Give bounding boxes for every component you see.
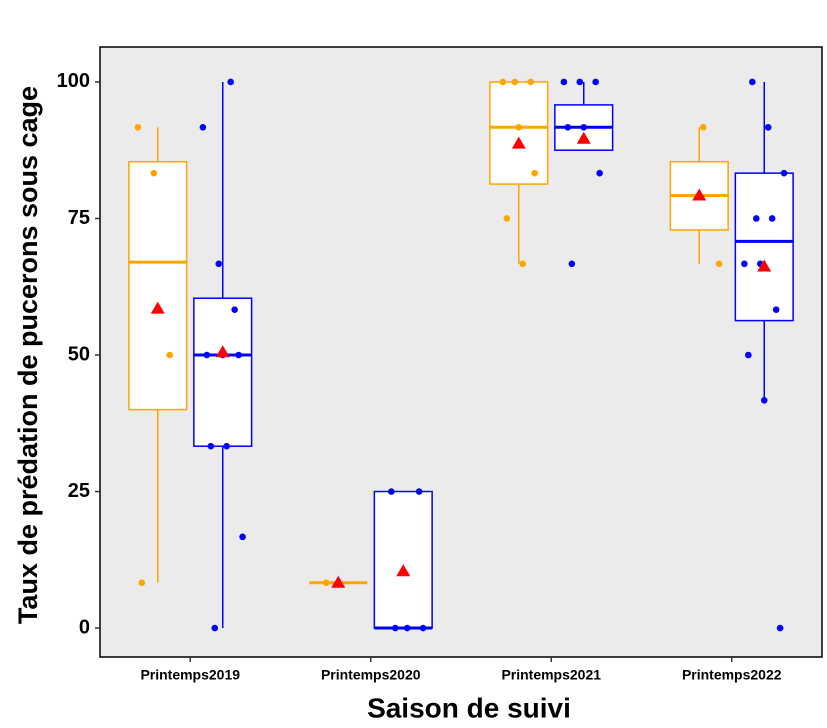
data-point [138,579,146,587]
data-point [388,488,395,495]
y-tick-label: 50 [68,343,90,365]
data-point [415,488,423,495]
data-point [745,351,752,359]
box [734,172,794,322]
mean-marker [331,575,346,588]
mean-marker [757,259,772,272]
data-point [403,624,411,632]
data-point [207,442,215,450]
box [128,160,188,411]
data-point [749,78,756,86]
data-point [580,123,588,131]
data-point [419,624,427,632]
data-point [511,78,519,86]
data-point [568,260,576,268]
data-point [596,169,603,177]
y-tick-label: 0 [79,616,90,638]
data-point [760,397,768,404]
data-point [231,306,238,313]
data-point [768,215,776,222]
y-axis-title: Taux de prédation de pucerons sous cage [13,86,43,624]
data-point [576,78,584,86]
x-tick-label: Printemps2022 [682,667,782,683]
x-tick-label: Printemps2021 [501,667,601,683]
y-tick-label: 100 [57,70,90,92]
box [193,297,253,447]
data-point [323,579,330,587]
mean-marker [396,564,411,577]
data-point [560,78,568,86]
data-point [776,624,784,632]
data-point [199,123,207,131]
mean-marker [511,136,526,149]
data-point [592,78,599,86]
box [373,490,433,629]
data-point [752,215,760,222]
box [489,81,549,185]
y-tick-label: 25 [68,480,90,502]
mean-marker [215,345,230,358]
data-point [531,169,538,177]
data-point [239,533,246,541]
mean-marker [692,188,707,201]
data-point [166,351,173,359]
y-tick-label: 75 [68,207,90,229]
data-point [499,78,507,86]
data-point [699,123,707,131]
data-point [150,169,158,177]
x-tick-label: Printemps2019 [140,667,240,683]
data-point [391,624,399,632]
data-point [780,169,788,177]
data-point [519,260,527,268]
data-point [235,351,242,359]
mean-marker [150,301,165,314]
data-point [223,442,231,450]
data-point [515,123,523,131]
mean-marker [576,131,591,144]
data-point [564,123,572,131]
data-point [134,123,142,131]
data-point [203,351,211,359]
data-point [215,260,223,268]
data-point [527,78,534,86]
data-point [503,215,511,222]
data-point [741,260,748,268]
data-point [772,306,780,313]
data-point [764,123,772,131]
x-tick-label: Printemps2020 [321,667,421,683]
data-point [211,624,219,632]
data-point [715,260,723,268]
data-point [227,78,234,86]
x-axis-title: Saison de suivi [367,692,571,723]
